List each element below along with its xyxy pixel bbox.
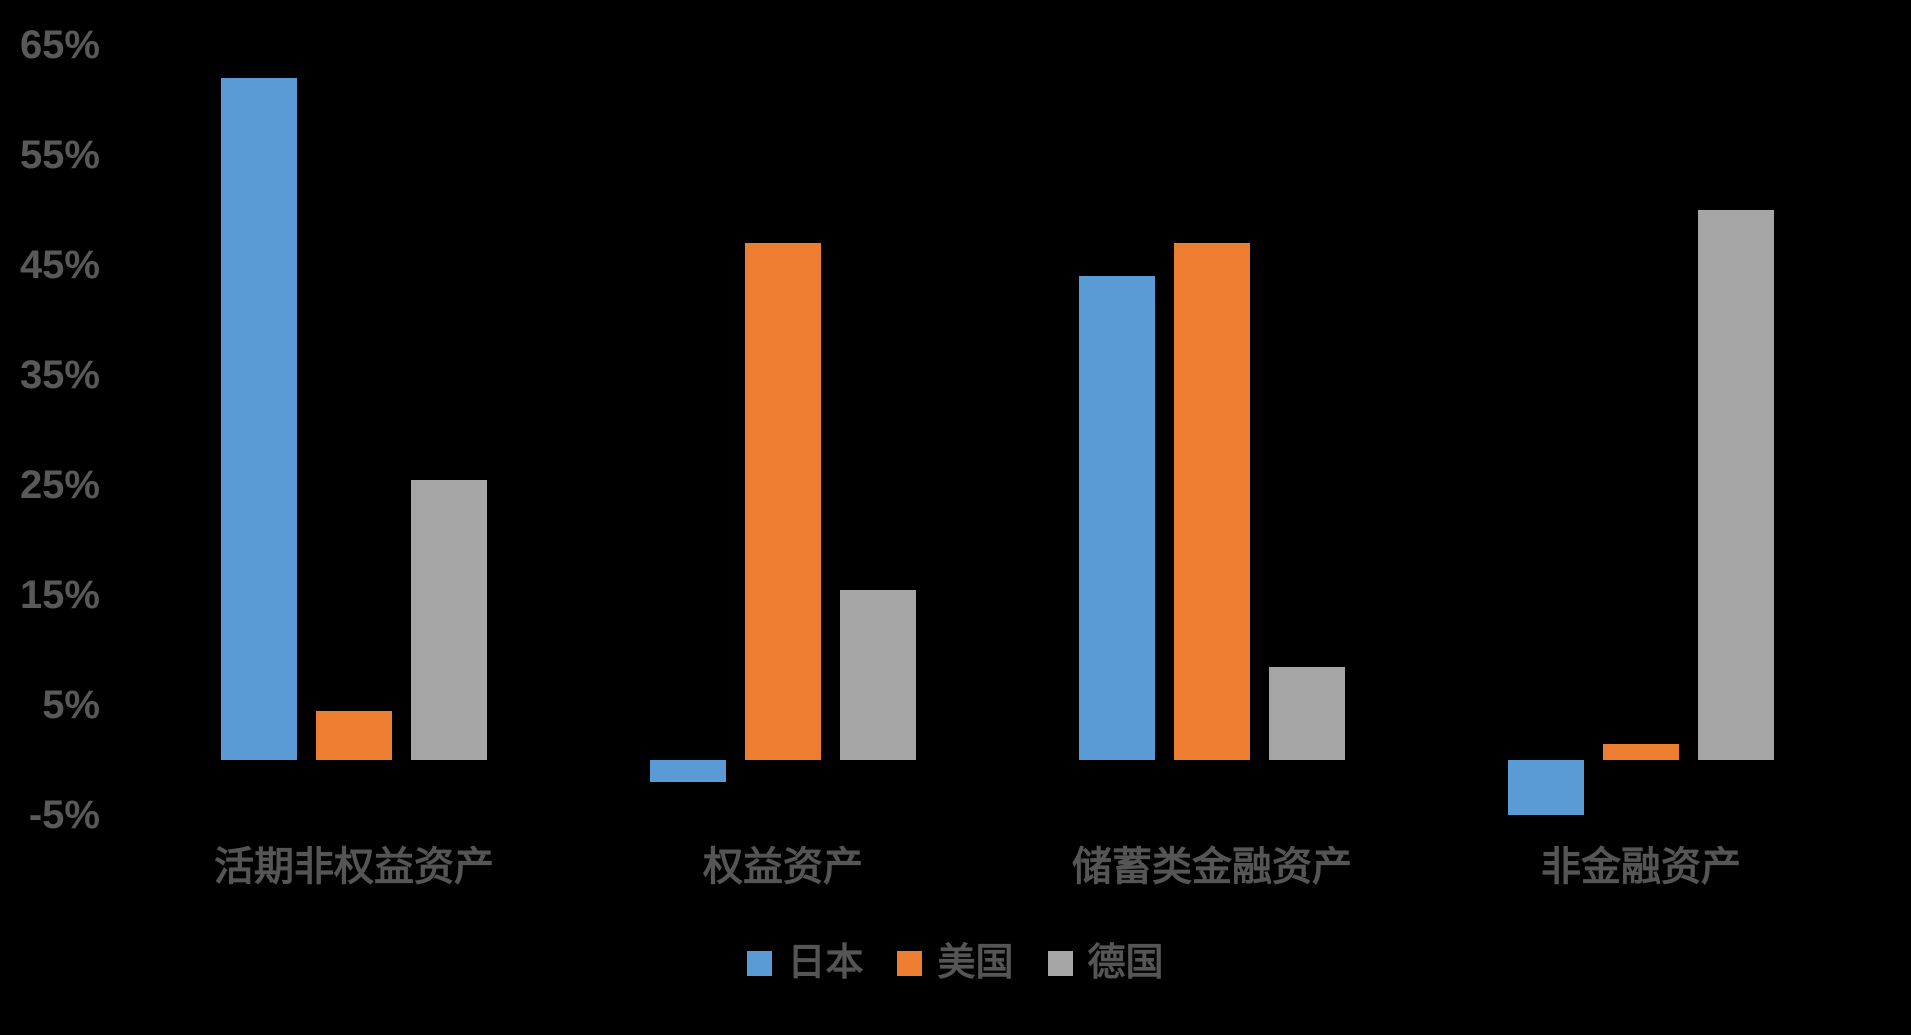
y-tick-label: 55%: [19, 133, 100, 177]
bar-germany-category-1: [411, 479, 487, 760]
y-tick-label: 5%: [42, 683, 100, 727]
legend-label-japan: 日本: [787, 942, 864, 984]
legend-item-usa: 美国: [897, 942, 1014, 984]
legend-item-japan: 日本: [747, 944, 863, 982]
y-tick-label: 25%: [19, 463, 100, 507]
legend-label-usa: 美国: [937, 942, 1014, 984]
y-tick-label: -5%: [28, 793, 100, 837]
bar-usa-category-3: [1174, 243, 1250, 760]
y-tick-label: 35%: [19, 353, 100, 397]
legend-swatch-germany: [1047, 950, 1073, 976]
bar-usa-category-4: [1603, 743, 1679, 760]
y-tick-label: 15%: [19, 573, 100, 617]
category-label-1: 活期非权益资产: [214, 845, 494, 889]
bar-germany-category-4: [1698, 210, 1774, 760]
bar-japan-category-4: [1508, 760, 1584, 815]
bar-germany-category-2: [840, 589, 916, 760]
y-tick-label: 45%: [19, 243, 100, 287]
legend: 日本 美国 德国: [0, 944, 1911, 982]
category-label-2: 权益资产: [703, 845, 863, 889]
bar-japan-category-2: [650, 760, 726, 782]
legend-label-germany: 德国: [1087, 942, 1164, 984]
legend-swatch-japan: [747, 950, 773, 976]
bar-usa-category-2: [745, 243, 821, 760]
bar-japan-category-1: [221, 78, 297, 760]
bar-japan-category-3: [1079, 276, 1155, 760]
legend-item-germany: 德国: [1047, 942, 1164, 984]
bar-usa-category-1: [316, 710, 392, 760]
category-label-4: 非金融资产: [1541, 845, 1741, 889]
legend-swatch-usa: [897, 950, 923, 976]
y-tick-label: 65%: [19, 23, 100, 67]
bar-germany-category-3: [1269, 666, 1345, 760]
category-label-3: 储蓄类金融资产: [1072, 845, 1352, 889]
